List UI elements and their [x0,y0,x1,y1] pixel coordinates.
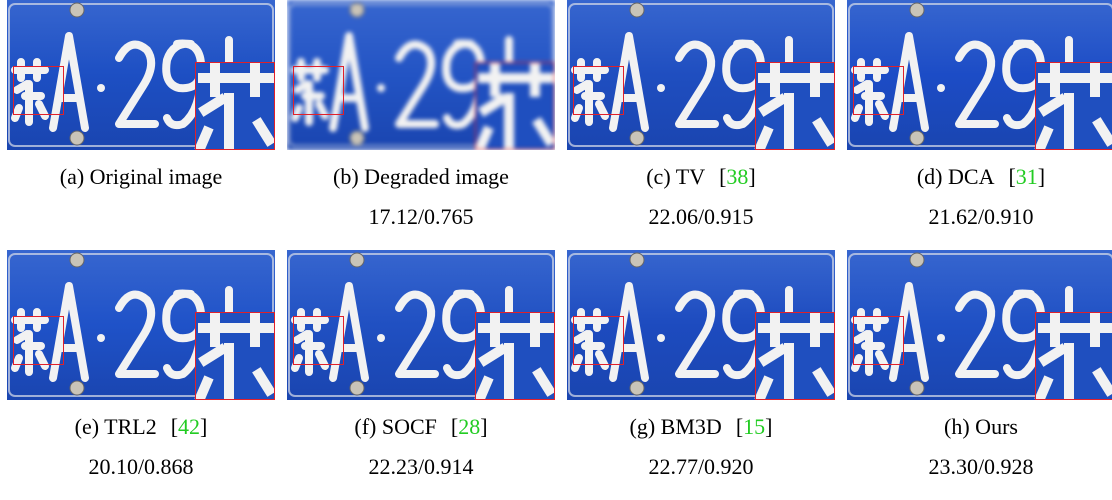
caption: (d) DCA [917,164,995,189]
result-image [567,250,835,400]
result-image [567,0,835,150]
result-image [847,250,1112,400]
result-image [7,250,275,400]
panel: (a) Original image [6,0,276,250]
result-image [7,0,275,150]
metric: 17.12/0.765 [368,204,473,230]
result-image [847,0,1112,150]
caption: (a) Original image [60,164,223,189]
caption: (f) SOCF [354,414,437,439]
caption-line: (b) Degraded image [333,164,509,190]
metric: 22.23/0.914 [368,454,473,480]
panel: (c) TV [38] 22.06/0.915 [566,0,836,250]
caption-line: (a) Original image [60,164,223,190]
citation: [42] [171,414,208,439]
result-image [287,250,555,400]
citation: [38] [719,164,756,189]
panel: (h) Ours 23.30/0.928 [846,250,1112,500]
caption-line: (g) BM3D [15] [630,414,773,440]
citation: [15] [736,414,773,439]
metric: 20.10/0.868 [88,454,193,480]
caption: (g) BM3D [630,414,722,439]
metric: 23.30/0.928 [928,454,1033,480]
panel: (e) TRL2 [42] 20.10/0.868 [6,250,276,500]
metric: 22.06/0.915 [648,204,753,230]
citation: [31] [1008,164,1045,189]
result-image [287,0,555,150]
panel: (b) Degraded image 17.12/0.765 [286,0,556,250]
caption: (b) Degraded image [333,164,509,189]
figure: (a) Original image (b) Degraded image 17.… [0,0,1112,500]
caption: (c) TV [646,164,705,189]
metric: 22.77/0.920 [648,454,753,480]
caption-line: (h) Ours [944,414,1018,440]
caption-line: (e) TRL2 [42] [75,414,208,440]
panel: (d) DCA [31] 21.62/0.910 [846,0,1112,250]
caption-line: (c) TV [38] [646,164,756,190]
panel: (f) SOCF [28] 22.23/0.914 [286,250,556,500]
caption: (h) Ours [944,414,1018,439]
citation: [28] [451,414,488,439]
caption: (e) TRL2 [75,414,157,439]
panel: (g) BM3D [15] 22.77/0.920 [566,250,836,500]
metric: 21.62/0.910 [928,204,1033,230]
caption-line: (f) SOCF [28] [354,414,487,440]
caption-line: (d) DCA [31] [917,164,1045,190]
